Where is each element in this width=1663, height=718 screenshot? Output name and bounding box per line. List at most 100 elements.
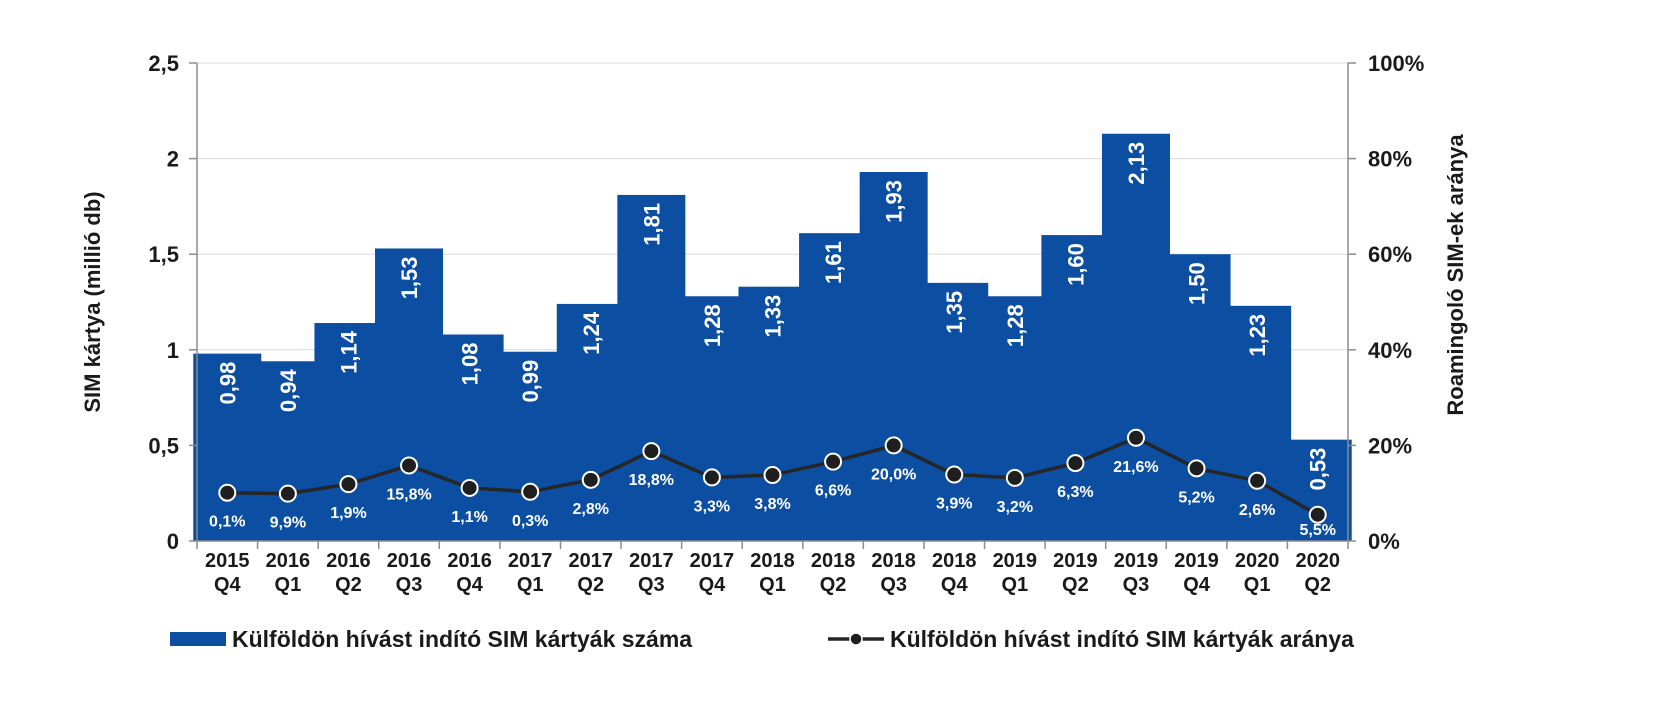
y-left-tick-label: 0: [167, 529, 179, 554]
bar: [314, 323, 383, 541]
x-tick-label-quarter: Q4: [1183, 574, 1211, 596]
y-left-tick-label: 1: [167, 338, 179, 363]
x-tick-label-quarter: Q4: [456, 574, 484, 596]
line-value-label: 5,2%: [1178, 489, 1214, 506]
bar-value-label: 0,53: [1306, 448, 1331, 491]
line-point: [702, 468, 721, 487]
y-left-tick-label: 0,5: [148, 433, 179, 458]
bar-value-label: 1,60: [1063, 243, 1088, 286]
line-point: [1066, 454, 1085, 473]
y-axis-left-title: SIM kártya (millió db): [80, 191, 105, 412]
y-left-tick-label: 2,5: [148, 51, 179, 76]
line-value-label: 3,8%: [754, 496, 790, 513]
line-point: [945, 465, 964, 484]
bar-value-label: 1,81: [639, 203, 664, 246]
line-value-label: 0,1%: [209, 514, 245, 531]
line-point: [339, 475, 358, 494]
bar: [859, 171, 928, 541]
line-value-label: 2,8%: [573, 501, 609, 518]
bar: [1223, 305, 1292, 541]
bar-value-label: 1,33: [761, 295, 786, 338]
legend-line-label: Külföldön hívást indító SIM kártyák arán…: [890, 626, 1354, 652]
x-tick-label-year: 2018: [750, 550, 795, 572]
x-tick-label-year: 2020: [1235, 550, 1280, 572]
x-tick-label-quarter: Q2: [1062, 574, 1089, 596]
x-tick-label-year: 2016: [326, 550, 371, 572]
line-value-label: 5,5%: [1299, 522, 1335, 539]
bar: [617, 194, 686, 542]
x-tick-label-year: 2017: [508, 550, 553, 572]
line-value-label: 20,0%: [871, 466, 916, 483]
line-value-label: 15,8%: [386, 486, 431, 503]
bar-value-label: 1,61: [821, 241, 846, 284]
x-tick-label-quarter: Q3: [880, 574, 907, 596]
bar-value-label: 1,28: [1003, 304, 1028, 347]
line-value-label: 9,9%: [270, 515, 306, 532]
x-tick-label-year: 2018: [811, 550, 856, 572]
bar: [556, 303, 625, 541]
bar: [677, 296, 746, 541]
bar: [375, 248, 444, 542]
line-point: [521, 482, 540, 501]
line-point: [1187, 459, 1206, 478]
line-value-label: 18,8%: [629, 472, 674, 489]
x-tick-label-quarter: Q1: [275, 574, 302, 596]
y-right-tick-label: 60%: [1368, 242, 1412, 267]
x-tick-label-quarter: Q2: [820, 574, 847, 596]
bar-value-label: 0,94: [276, 369, 301, 413]
line-point: [642, 442, 661, 461]
bar: [920, 282, 989, 541]
x-tick-label-year: 2016: [266, 550, 311, 572]
x-tick-label-quarter: Q3: [638, 574, 665, 596]
bar: [1162, 254, 1231, 541]
line-point: [218, 483, 237, 502]
x-tick-label-quarter: Q3: [396, 574, 423, 596]
x-tick-label-quarter: Q1: [1001, 574, 1028, 596]
bar-value-label: 2,13: [1124, 142, 1149, 185]
y-axis-right-title: Roamingoló SIM-ek aránya: [1443, 134, 1468, 416]
axes: 00,511,522,50%20%40%60%80%100%2015Q42016…: [80, 51, 1468, 596]
legend-bar-swatch: [170, 632, 226, 646]
legend-line-marker: [849, 632, 863, 646]
line-point: [884, 436, 903, 455]
x-tick-label-quarter: Q4: [214, 574, 242, 596]
line-point: [581, 470, 600, 489]
x-tick-label-quarter: Q2: [335, 574, 362, 596]
line-value-label: 3,9%: [936, 496, 972, 513]
x-tick-label-year: 2019: [1053, 550, 1098, 572]
bar: [738, 286, 807, 541]
line-point: [1248, 471, 1267, 490]
bar-value-label: 1,14: [336, 330, 361, 374]
line-series: [218, 428, 1327, 524]
line-point: [1005, 468, 1024, 487]
x-tick-label-year: 2017: [690, 550, 735, 572]
bar-value-label: 1,35: [942, 291, 967, 334]
bar-value-label: 0,99: [518, 360, 543, 403]
line-value-label: 21,6%: [1113, 459, 1158, 476]
line-value-label: 6,3%: [1057, 484, 1093, 501]
y-right-tick-label: 100%: [1368, 51, 1424, 76]
line-value-label: 6,6%: [815, 483, 851, 500]
x-tick-label-year: 2018: [871, 550, 916, 572]
bar: [1101, 133, 1170, 541]
x-tick-label-quarter: Q2: [577, 574, 604, 596]
y-left-tick-label: 1,5: [148, 242, 179, 267]
bar-value-label: 0,98: [215, 362, 240, 405]
legend: Külföldön hívást indító SIM kártyák szám…: [170, 626, 1354, 652]
line-point: [278, 484, 297, 503]
x-tick-label-quarter: Q1: [517, 574, 544, 596]
line-point: [824, 452, 843, 471]
line-value-label: 0,3%: [512, 513, 548, 530]
bar-value-label: 1,50: [1185, 262, 1210, 305]
line-point: [763, 466, 782, 485]
line-point: [400, 456, 419, 475]
bar-value-label: 1,93: [882, 180, 907, 223]
bar: [253, 361, 322, 541]
line-value-label: 3,3%: [694, 498, 730, 515]
line-value-label: 2,6%: [1239, 502, 1275, 519]
y-left-tick-label: 2: [167, 147, 179, 172]
x-tick-label-quarter: Q1: [759, 574, 786, 596]
y-right-tick-label: 80%: [1368, 147, 1412, 172]
x-tick-label-year: 2019: [1114, 550, 1159, 572]
